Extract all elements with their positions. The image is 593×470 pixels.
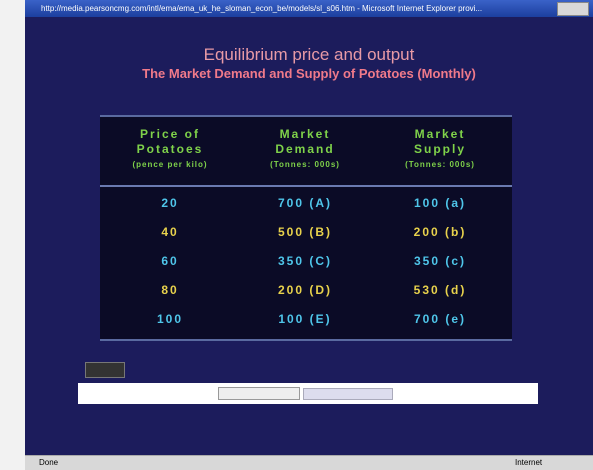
- table-cell: 200 (b): [413, 225, 467, 239]
- column-header: Price of: [139, 127, 200, 141]
- column-header: Demand: [275, 142, 335, 156]
- table-cell: 350 (C): [277, 254, 332, 268]
- table-cell: 700 (e): [413, 312, 467, 326]
- title-bar: http://media.pearsoncmg.com/intl/ema/ema…: [25, 0, 593, 17]
- table-cell: 100 (E): [278, 312, 332, 326]
- table-cell: 530 (d): [413, 283, 467, 297]
- playback-buttons[interactable]: [303, 388, 393, 400]
- column-unit: (pence per kilo): [132, 160, 208, 169]
- column-header: Market: [414, 127, 466, 141]
- content: Equilibrium price and output The Market …: [25, 17, 593, 455]
- table-cell: 500 (B): [277, 225, 332, 239]
- table-cell: 100: [156, 312, 184, 326]
- header-rule: [100, 185, 512, 187]
- page-title: Equilibrium price and output: [203, 45, 415, 64]
- table-cell: 350 (c): [413, 254, 467, 268]
- zone-text: Internet: [515, 458, 543, 467]
- table-cell: 40: [161, 225, 179, 239]
- column-header: Potatoes: [136, 142, 204, 156]
- table-cell: 80: [161, 283, 179, 297]
- slider[interactable]: [218, 387, 300, 400]
- page-subtitle: The Market Demand and Supply of Potatoes…: [142, 66, 476, 81]
- window-buttons[interactable]: [557, 2, 589, 16]
- table-cell: 20: [161, 196, 179, 210]
- back-button[interactable]: [85, 362, 125, 378]
- column-header: Supply: [413, 142, 466, 156]
- status-bar: Done Internet: [25, 455, 593, 470]
- column-unit: (Tonnes: 000s): [270, 160, 340, 169]
- table-cell: 700 (A): [277, 196, 332, 210]
- player-controls: [78, 383, 538, 404]
- table-cell: 60: [161, 254, 179, 268]
- status-text: Done: [39, 458, 59, 467]
- column-unit: (Tonnes: 000s): [405, 160, 475, 169]
- table-cell: 100 (a): [413, 196, 467, 210]
- table-cell: 200 (D): [277, 283, 332, 297]
- data-table: Price of Potatoes (pence per kilo) Market De…: [100, 115, 512, 341]
- column-header: Market: [279, 127, 331, 141]
